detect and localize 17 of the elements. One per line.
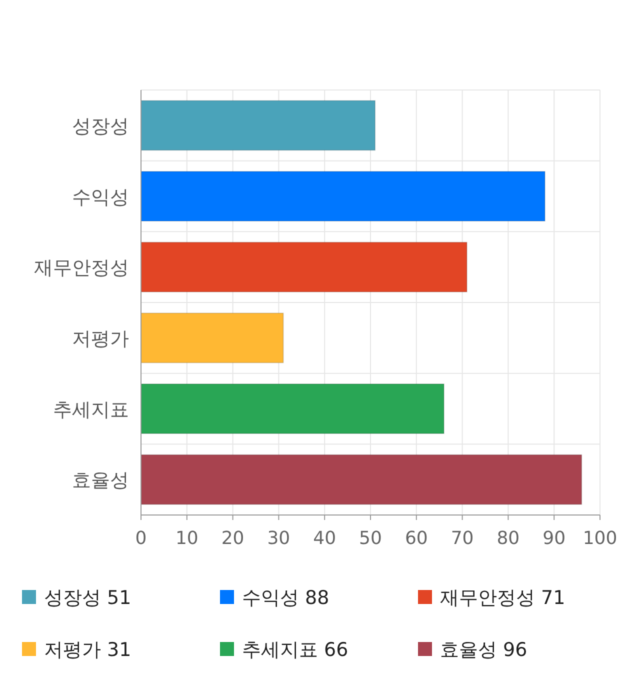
y-tick-label: 성장성 [72, 115, 129, 138]
y-tick-label: 효율성 [72, 470, 129, 492]
x-tick-label: 20 [221, 528, 244, 549]
y-tick-label: 수익성 [72, 186, 129, 208]
y-tick-label: 추세지표 [53, 398, 129, 421]
x-tick-label: 0 [135, 528, 147, 549]
x-tick-label: 90 [542, 528, 566, 549]
x-tick-label: 60 [404, 528, 428, 549]
x-tick-label: 40 [313, 528, 336, 549]
x-tick-label: 30 [267, 528, 290, 549]
x-tick-label: 70 [450, 528, 474, 549]
x-tick-label: 10 [175, 528, 198, 549]
y-tick-label: 재무안정성 [34, 257, 129, 280]
y-tick-label: 저평가 [72, 328, 129, 350]
x-tick-label: 80 [496, 528, 520, 549]
x-tick-label: 100 [582, 528, 618, 549]
x-tick-label: 50 [359, 528, 382, 549]
